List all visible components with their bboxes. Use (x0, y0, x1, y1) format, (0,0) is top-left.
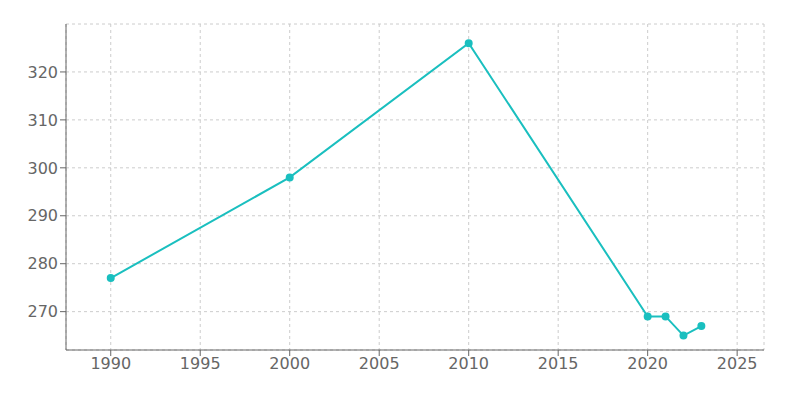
svg-text:1990: 1990 (90, 354, 131, 373)
svg-text:2025: 2025 (717, 354, 758, 373)
svg-text:280: 280 (27, 254, 58, 273)
svg-text:300: 300 (27, 159, 58, 178)
svg-text:320: 320 (27, 63, 58, 82)
svg-text:270: 270 (27, 302, 58, 321)
svg-text:310: 310 (27, 111, 58, 130)
svg-text:1995: 1995 (180, 354, 221, 373)
svg-text:2015: 2015 (538, 354, 579, 373)
svg-text:2000: 2000 (269, 354, 310, 373)
svg-text:290: 290 (27, 206, 58, 225)
svg-text:2010: 2010 (448, 354, 489, 373)
svg-text:2005: 2005 (359, 354, 400, 373)
svg-text:2020: 2020 (627, 354, 668, 373)
